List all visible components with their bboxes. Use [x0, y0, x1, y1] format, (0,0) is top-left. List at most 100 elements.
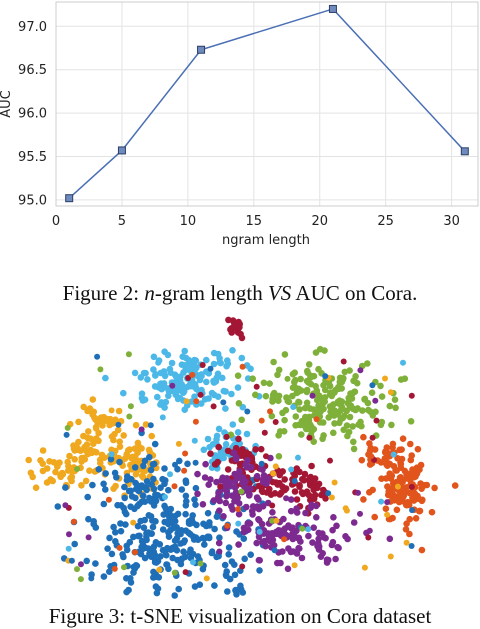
tsne-point	[68, 557, 75, 564]
tsne-point	[203, 575, 210, 582]
tsne-point	[90, 518, 97, 525]
tsne-point	[350, 445, 358, 453]
tsne-point	[267, 532, 274, 539]
tsne-point	[209, 548, 216, 555]
tsne-point	[237, 330, 244, 338]
tsne-point	[377, 382, 384, 390]
tsne-point	[205, 395, 212, 402]
tsne-point	[384, 499, 391, 506]
tsne-point	[414, 445, 422, 453]
tsne-point	[172, 461, 178, 468]
tsne-point	[296, 482, 303, 489]
tsne-point	[74, 446, 81, 453]
tsne-point	[235, 400, 243, 407]
tsne-point	[182, 510, 189, 518]
tsne-point	[369, 382, 376, 389]
tsne-point	[86, 467, 93, 474]
tsne-point	[238, 416, 245, 424]
tsne-point	[182, 492, 190, 500]
tsne-point	[236, 460, 244, 468]
auc-line-chart: 0 5 10 15 20 25 30 95.0 95.5 96.0 96.5 97.0 ngram l…	[0, 0, 480, 260]
tsne-point	[229, 347, 236, 354]
tsne-point	[90, 408, 98, 416]
tsne-point	[95, 466, 103, 473]
tsne-point	[291, 478, 298, 484]
tsne-point	[353, 379, 361, 387]
chart-svg: 0 5 10 15 20 25 30 95.0 95.5 96.0 96.5 97.0 ngram l…	[0, 1, 479, 248]
tsne-point	[105, 496, 112, 503]
tsne-point	[206, 522, 213, 529]
tsne-point	[175, 585, 182, 593]
tsne-point	[171, 592, 178, 599]
tsne-point	[281, 351, 289, 358]
x-tick-label: 15	[246, 214, 263, 229]
tsne-point	[361, 564, 368, 571]
tsne-point	[156, 566, 163, 573]
tsne-point	[87, 435, 94, 442]
tsne-point	[394, 455, 401, 462]
tsne-point	[262, 392, 270, 400]
tsne-point	[97, 366, 104, 373]
tsne-point	[106, 534, 113, 542]
tsne-point	[166, 365, 174, 373]
tsne-point	[228, 492, 236, 499]
tsne-point	[348, 395, 356, 402]
tsne-point	[123, 546, 131, 554]
tsne-point	[390, 451, 397, 458]
tsne-point	[138, 498, 145, 506]
tsne-point	[200, 446, 208, 454]
tsne-point	[150, 574, 157, 581]
tsne-point	[75, 418, 82, 426]
tsne-point	[235, 520, 242, 527]
tsne-point	[190, 559, 196, 566]
tsne-point	[110, 485, 117, 492]
tsne-point	[304, 426, 311, 433]
tsne-point	[289, 548, 297, 555]
tsne-point	[122, 521, 129, 528]
tsne-point	[236, 467, 243, 475]
tsne-point	[222, 499, 230, 507]
tsne-point	[126, 413, 133, 420]
tsne-point	[269, 509, 276, 516]
tsne-point	[287, 507, 295, 515]
tsne-point	[120, 389, 127, 397]
tsne-point	[321, 347, 328, 354]
tsne-point	[130, 519, 137, 526]
tsne-point	[88, 575, 95, 582]
tsne-point	[247, 464, 255, 471]
tsne-point	[391, 396, 399, 403]
tsne-point	[123, 575, 130, 582]
tsne-point	[114, 501, 121, 509]
tsne-point	[151, 440, 159, 448]
tsne-point	[181, 467, 188, 474]
tsne-point	[150, 568, 157, 576]
tsne-point	[171, 483, 178, 490]
tsne-point	[378, 498, 385, 505]
tsne-point	[123, 588, 130, 596]
tsne-point	[299, 490, 307, 498]
tsne-point	[180, 369, 187, 376]
tsne-point	[419, 496, 426, 504]
tsne-point	[161, 502, 168, 510]
tsne-point	[310, 425, 318, 433]
tsne-point	[366, 447, 374, 455]
tsne-point	[238, 354, 246, 362]
tsne-point	[223, 487, 230, 495]
tsne-point	[130, 563, 137, 571]
tsne-point	[282, 487, 288, 494]
caption-suffix: AUC on Cora.	[291, 281, 418, 305]
tsne-point	[373, 417, 380, 424]
tsne-point	[252, 391, 259, 399]
tsne-point	[355, 489, 361, 496]
tsne-point	[310, 406, 318, 413]
tsne-point	[222, 388, 229, 395]
tsne-point	[328, 541, 336, 549]
tsne-point	[213, 513, 221, 520]
tsne-point	[325, 414, 333, 421]
tsne-point	[219, 374, 226, 382]
x-tick-label: 20	[311, 214, 328, 229]
tsne-point	[165, 486, 172, 494]
tsne-point	[275, 453, 283, 460]
tsne-point	[84, 407, 91, 415]
tsne-svg	[25, 316, 459, 599]
